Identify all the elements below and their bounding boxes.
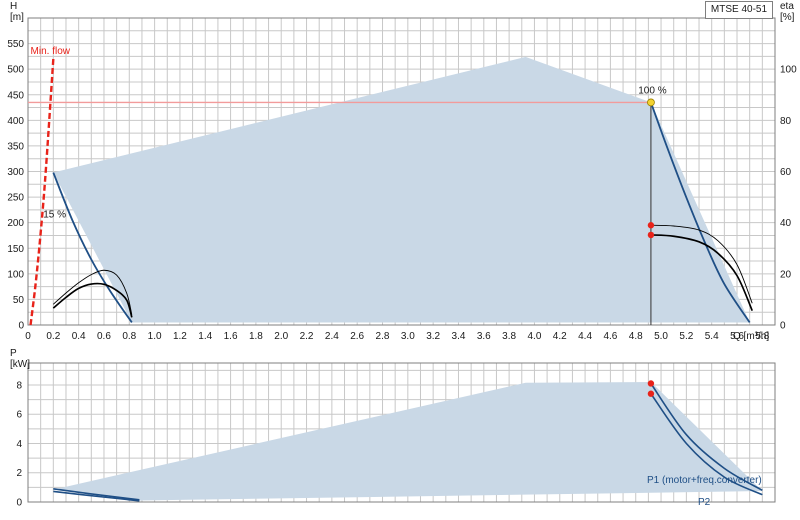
y-tick-label: 100: [7, 269, 24, 280]
x-tick-label: 0: [25, 331, 31, 342]
y-tick-label: 300: [7, 167, 24, 178]
p2-curve-line: [53, 490, 140, 502]
curve-annotation: 15 %: [43, 210, 66, 221]
x-tick-label: 0.2: [46, 331, 60, 342]
y2-tick-label: 40: [780, 218, 792, 229]
x-tick-label: 3.6: [477, 331, 491, 342]
p1-series-label: P1 (motor+freq.converter): [647, 475, 762, 486]
y-tick-label: 350: [7, 141, 24, 152]
curve-annotation: 100 %: [638, 86, 666, 97]
x-tick-label: 5.8: [755, 331, 769, 342]
y-tick-label: 0: [16, 498, 22, 509]
x-tick-label: 5.6: [730, 331, 744, 342]
x-tick-label: 1.2: [173, 331, 187, 342]
y-tick-label: 500: [7, 65, 24, 76]
x-tick-label: 1.4: [198, 331, 212, 342]
p1-curve-line: [650, 383, 763, 491]
y2-tick-label: 80: [780, 116, 792, 127]
x-tick-label: 3.8: [502, 331, 516, 342]
operating-range-area: [53, 382, 763, 501]
head-efficiency-plot: Min. flow 15 % 100 % 0 0.2 0.4 0.6 0.8 1.0 1.2 1.4…: [7, 1, 797, 342]
x-tick-label: 1.8: [249, 331, 263, 342]
y-tick-label: 4: [16, 439, 22, 450]
x-tick-label: 0.4: [72, 331, 86, 342]
y2-tick-label: 60: [780, 167, 792, 178]
x-tick-label: 1.0: [148, 331, 162, 342]
y-tick-label: 2: [16, 468, 22, 479]
y2-tick-label: 100: [780, 65, 797, 76]
p2-curve-line: [650, 393, 763, 496]
pump-curve-line: [52, 172, 133, 323]
min-flow-label: Min. flow: [31, 46, 71, 57]
power-marker: [647, 390, 655, 397]
x-axis-title: Q [m³/h]: [733, 331, 769, 342]
y2-tick-label: 20: [780, 269, 792, 280]
efficiency-marker: [647, 231, 655, 239]
x-tick-label: 4.6: [603, 331, 617, 342]
x-tick-label: 0.8: [122, 331, 136, 342]
x-tick-label: 3.0: [401, 331, 415, 342]
x-tick-label: 3.4: [452, 331, 466, 342]
y-tick-label: 8: [16, 380, 22, 391]
p1-curve-line: [53, 488, 140, 501]
y-tick-label: 150: [7, 244, 24, 255]
y2-tick-label: 0: [780, 321, 786, 332]
p2-series-label: P2: [698, 497, 711, 508]
y-tick-label: 0: [18, 321, 24, 332]
y-tick-label: 550: [7, 39, 24, 50]
x-tick-label: 2.2: [300, 331, 314, 342]
y-tick-label: 400: [7, 116, 24, 127]
y-tick-label: 250: [7, 193, 24, 204]
efficiency-marker: [647, 222, 655, 229]
min-flow-curve: [29, 58, 55, 326]
power-marker: [647, 380, 655, 387]
x-tick-label: 5.2: [679, 331, 693, 342]
plot-frame: [27, 362, 776, 503]
operating-range-area: [53, 56, 750, 323]
y-tick-label: 450: [7, 90, 24, 101]
efficiency-curve-line: [52, 282, 133, 318]
x-tick-label: 4.2: [553, 331, 567, 342]
y-tick-label: 6: [16, 410, 22, 421]
x-tick-label: 2.6: [350, 331, 364, 342]
x-tick-label: 4.0: [527, 331, 541, 342]
efficiency-curve-line: [650, 224, 753, 304]
model-label: MTSE 40-51: [705, 1, 773, 19]
x-tick-label: 5.4: [705, 331, 719, 342]
duty-point-marker: [647, 98, 655, 107]
y-tick-label: 200: [7, 218, 24, 229]
x-tick-label: 2.0: [274, 331, 288, 342]
y2-axis-title: eta [%]: [780, 1, 795, 23]
efficiency-curve-line: [650, 234, 753, 312]
y-tick-label: 50: [13, 295, 25, 306]
x-tick-label: 0.6: [97, 331, 111, 342]
efficiency-curve-line: [53, 269, 133, 315]
pump-curve-line: [650, 102, 751, 323]
x-tick-label: 2.8: [376, 331, 390, 342]
x-tick-label: 5.0: [654, 331, 668, 342]
plot-frame: [27, 17, 776, 326]
x-tick-label: 4.4: [578, 331, 592, 342]
x-tick-label: 1.6: [224, 331, 238, 342]
power-plot: P1 (motor+freq.converter) P2 0 2 4 6 8 P [kW]: [10, 348, 776, 509]
y-axis-title: P [kW]: [10, 348, 30, 370]
x-tick-label: 2.4: [325, 331, 339, 342]
x-tick-label: 3.2: [426, 331, 440, 342]
y-axis-title: H [m]: [10, 1, 24, 23]
x-tick-label: 4.8: [629, 331, 643, 342]
